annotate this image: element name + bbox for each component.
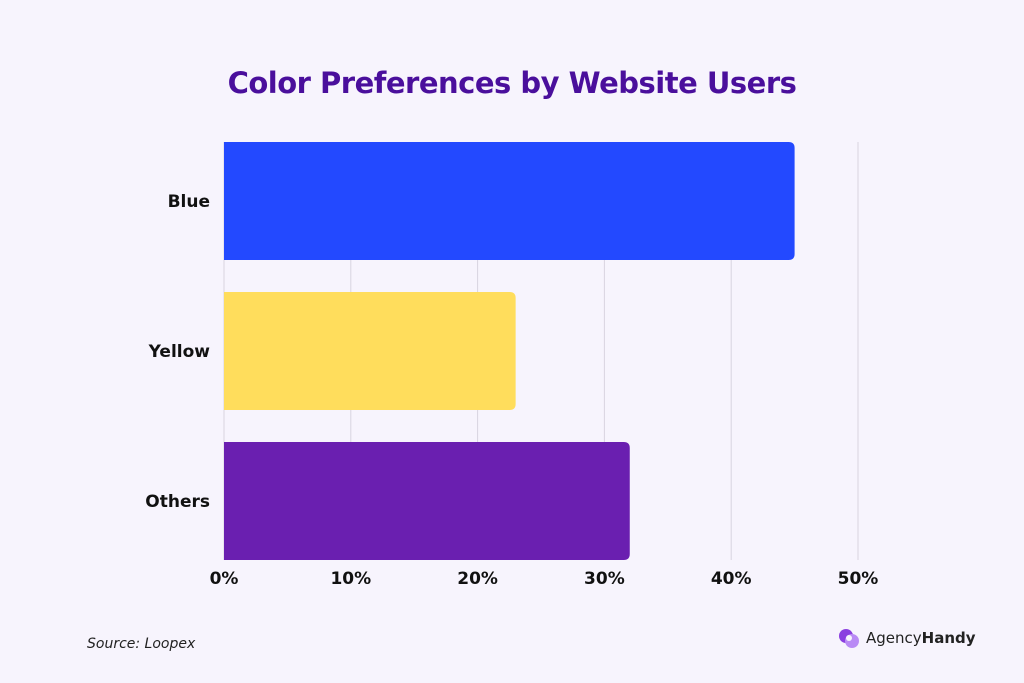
category-label: Yellow: [148, 342, 211, 362]
x-tick-label: 10%: [330, 569, 371, 589]
bar-yellow: [224, 292, 516, 410]
x-tick-label: 50%: [838, 569, 879, 589]
x-tick-label: 0%: [210, 569, 239, 589]
bar-blue: [224, 142, 795, 260]
category-label: Blue: [168, 192, 210, 212]
bar-others: [224, 442, 630, 560]
chart-title: Color Preferences by Website Users: [227, 66, 797, 100]
agencyhandy-logo-icon: [839, 629, 859, 648]
brand-name-part2: Handy: [921, 629, 976, 647]
x-tick-label: 40%: [711, 569, 752, 589]
brand-name-part1: Agency: [866, 629, 922, 647]
x-tick-label: 20%: [457, 569, 498, 589]
source-note: Source: Loopex: [87, 636, 196, 652]
brand-logo: AgencyHandy: [838, 627, 976, 649]
x-tick-label: 30%: [584, 569, 625, 589]
category-label: Others: [145, 492, 210, 512]
